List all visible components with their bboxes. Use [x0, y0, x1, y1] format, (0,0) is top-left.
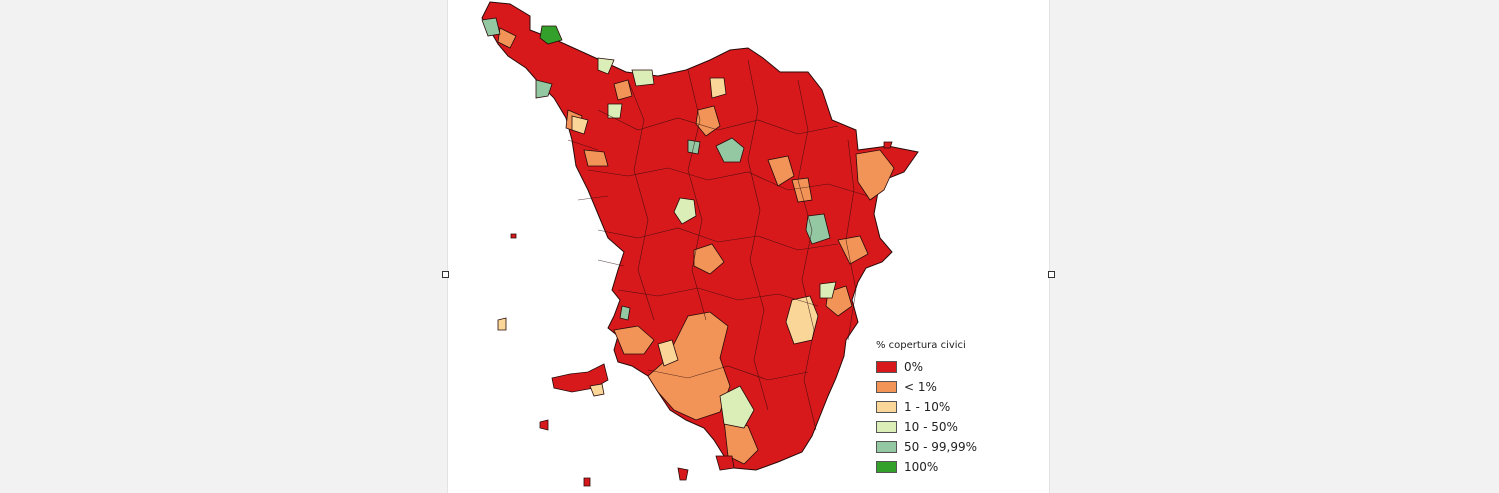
- island: [589, 383, 605, 397]
- region-orange: [497, 27, 517, 49]
- region-orange: [613, 79, 633, 101]
- region-pale-green: [607, 103, 623, 119]
- map-canvas: % copertura civici 0% < 1% 1 - 10% 10 - …: [447, 0, 1050, 493]
- legend-swatch: [876, 401, 897, 413]
- legend-label: 100%: [904, 460, 939, 474]
- island: [715, 455, 735, 471]
- left-resize-handle[interactable]: [442, 271, 449, 278]
- region-pale-green: [819, 281, 837, 299]
- legend-item-4: 50 - 99,99%: [876, 437, 977, 457]
- legend-label: 50 - 99,99%: [904, 440, 977, 454]
- municipal-boundaries: [567, 59, 869, 431]
- legend-label: 0%: [904, 360, 924, 374]
- legend-label: 10 - 50%: [904, 420, 958, 434]
- map-legend: % copertura civici 0% < 1% 1 - 10% 10 - …: [876, 340, 977, 477]
- island: [677, 467, 689, 481]
- legend-title: % copertura civici: [876, 340, 966, 351]
- island: [497, 317, 507, 331]
- legend-item-0: 0%: [876, 357, 977, 377]
- tuscany-choropleth-map: [481, 1, 919, 487]
- legend-label: 1 - 10%: [904, 400, 951, 414]
- region-teal: [619, 305, 631, 321]
- region-orange: [837, 235, 869, 265]
- region-dark-green: [539, 25, 563, 45]
- region-orange: [613, 325, 655, 355]
- region-teal: [535, 79, 553, 99]
- legend-item-3: 10 - 50%: [876, 417, 977, 437]
- region-pale-green: [673, 197, 697, 225]
- region-pale-green: [719, 385, 755, 429]
- legend-label: < 1%: [904, 380, 937, 394]
- region-teal: [715, 137, 745, 163]
- right-resize-handle[interactable]: [1048, 271, 1055, 278]
- region-orange: [855, 149, 895, 201]
- region-orange: [693, 243, 725, 275]
- region-teal: [687, 139, 701, 155]
- legend-swatch: [876, 361, 897, 373]
- legend-swatch: [876, 421, 897, 433]
- island: [883, 141, 893, 149]
- legend-item-1: < 1%: [876, 377, 977, 397]
- legend-item-2: 1 - 10%: [876, 397, 977, 417]
- region-light-yellow: [709, 77, 727, 99]
- region-orange: [791, 177, 813, 203]
- legend-swatch: [876, 461, 897, 473]
- region-light-yellow: [657, 339, 679, 367]
- region-pale-green: [597, 57, 615, 75]
- region-orange: [767, 155, 795, 187]
- region-light-yellow: [571, 115, 589, 135]
- island: [583, 477, 591, 487]
- region-pale-green: [631, 69, 655, 87]
- legend-swatch: [876, 441, 897, 453]
- legend-item-5: 100%: [876, 457, 977, 477]
- legend-swatch: [876, 381, 897, 393]
- region-orange: [583, 149, 609, 167]
- island: [539, 419, 549, 431]
- region-teal: [805, 213, 831, 245]
- region-teal: [481, 17, 501, 37]
- island: [510, 233, 517, 239]
